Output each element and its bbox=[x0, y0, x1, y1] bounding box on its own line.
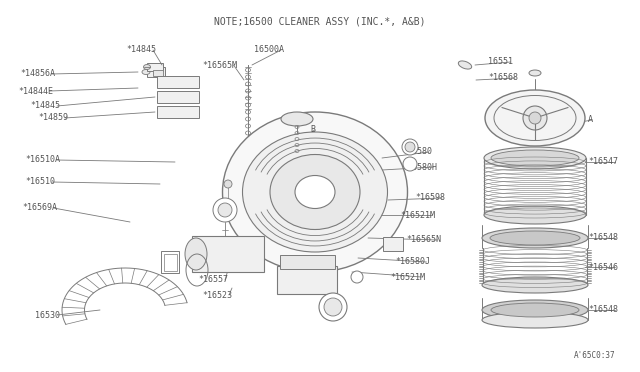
Bar bbox=[280, 255, 335, 269]
Ellipse shape bbox=[482, 277, 588, 293]
Ellipse shape bbox=[243, 132, 387, 252]
Bar bbox=[153, 70, 163, 76]
Text: *16521M: *16521M bbox=[390, 273, 425, 282]
Text: *16580: *16580 bbox=[402, 148, 432, 157]
Text: 16551: 16551 bbox=[488, 58, 513, 67]
Text: *16580H: *16580H bbox=[402, 163, 437, 171]
Text: *16548: *16548 bbox=[588, 305, 618, 314]
Circle shape bbox=[529, 112, 541, 124]
Ellipse shape bbox=[295, 176, 335, 208]
Ellipse shape bbox=[142, 70, 150, 74]
Text: *16547: *16547 bbox=[588, 157, 618, 167]
Ellipse shape bbox=[270, 154, 360, 230]
Text: *14845: *14845 bbox=[30, 102, 60, 110]
Circle shape bbox=[402, 139, 418, 155]
Circle shape bbox=[405, 142, 415, 152]
Circle shape bbox=[224, 180, 232, 188]
Bar bbox=[147, 67, 165, 77]
Text: *16510A: *16510A bbox=[25, 155, 60, 164]
Text: *16580J: *16580J bbox=[395, 257, 430, 266]
Text: *16569A: *16569A bbox=[22, 203, 57, 212]
Ellipse shape bbox=[482, 300, 588, 320]
Text: *14844E: *14844E bbox=[18, 87, 53, 96]
Bar bbox=[277, 266, 337, 294]
Bar bbox=[147, 63, 163, 71]
Text: *16598: *16598 bbox=[415, 193, 445, 202]
Text: *14859: *14859 bbox=[38, 113, 68, 122]
Circle shape bbox=[213, 198, 237, 222]
Circle shape bbox=[351, 271, 363, 283]
Ellipse shape bbox=[485, 90, 585, 146]
Bar bbox=[157, 76, 199, 88]
Bar bbox=[161, 251, 179, 273]
Ellipse shape bbox=[185, 238, 207, 270]
Text: A'65C0:37: A'65C0:37 bbox=[573, 350, 615, 359]
Ellipse shape bbox=[482, 228, 588, 248]
Text: 16530: 16530 bbox=[35, 311, 60, 320]
Circle shape bbox=[324, 298, 342, 316]
Circle shape bbox=[218, 203, 232, 217]
Bar bbox=[163, 253, 177, 270]
Bar bbox=[157, 91, 199, 103]
Text: *16557: *16557 bbox=[198, 276, 228, 285]
Ellipse shape bbox=[482, 312, 588, 328]
Text: B: B bbox=[310, 125, 315, 135]
Bar bbox=[192, 236, 264, 272]
Ellipse shape bbox=[143, 64, 150, 70]
Bar bbox=[157, 106, 199, 118]
Text: *16548: *16548 bbox=[588, 234, 618, 243]
Ellipse shape bbox=[281, 112, 313, 126]
Circle shape bbox=[319, 293, 347, 321]
Text: *16521M: *16521M bbox=[400, 211, 435, 219]
Ellipse shape bbox=[484, 147, 586, 169]
Ellipse shape bbox=[223, 112, 408, 272]
Text: *16546: *16546 bbox=[588, 263, 618, 272]
Text: *16565M: *16565M bbox=[202, 61, 237, 70]
Text: *14845: *14845 bbox=[126, 45, 156, 55]
Text: *16565N: *16565N bbox=[406, 235, 441, 244]
Ellipse shape bbox=[484, 206, 586, 224]
Ellipse shape bbox=[490, 231, 580, 245]
Text: *16523: *16523 bbox=[202, 291, 232, 299]
Ellipse shape bbox=[491, 303, 579, 317]
Ellipse shape bbox=[491, 150, 579, 166]
Text: *14856A: *14856A bbox=[20, 70, 55, 78]
Text: *16510: *16510 bbox=[25, 177, 55, 186]
Circle shape bbox=[403, 157, 417, 171]
Text: NOTE;16500 CLEANER ASSY (INC.*, A&B): NOTE;16500 CLEANER ASSY (INC.*, A&B) bbox=[214, 17, 426, 27]
Ellipse shape bbox=[458, 61, 472, 69]
Text: A: A bbox=[588, 115, 593, 125]
Text: 16500A: 16500A bbox=[254, 45, 284, 55]
Bar bbox=[383, 237, 403, 251]
Ellipse shape bbox=[529, 70, 541, 76]
Circle shape bbox=[523, 106, 547, 130]
Text: *16568: *16568 bbox=[488, 74, 518, 83]
